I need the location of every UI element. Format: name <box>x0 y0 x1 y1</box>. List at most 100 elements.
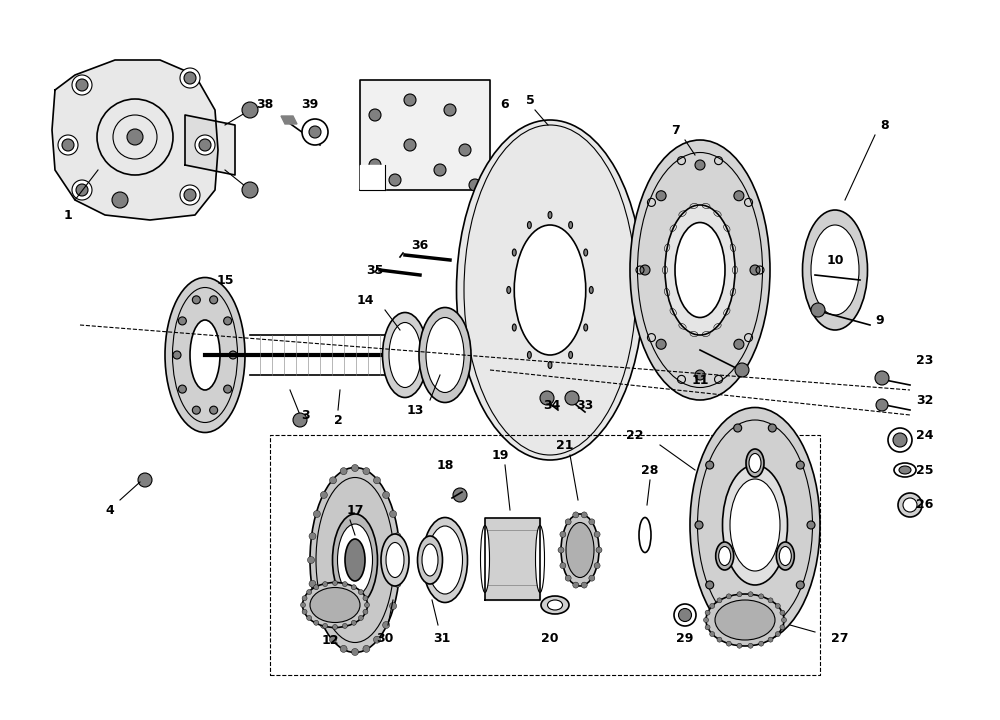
Ellipse shape <box>536 526 544 593</box>
Ellipse shape <box>548 600 562 610</box>
Ellipse shape <box>418 536 443 584</box>
Circle shape <box>333 624 338 629</box>
Ellipse shape <box>802 210 868 330</box>
Circle shape <box>309 126 321 138</box>
Circle shape <box>748 643 753 648</box>
Text: 36: 36 <box>411 238 429 251</box>
Text: 31: 31 <box>433 631 451 644</box>
Circle shape <box>705 610 710 615</box>
Ellipse shape <box>165 277 245 433</box>
Circle shape <box>565 391 579 405</box>
Ellipse shape <box>715 600 775 640</box>
Circle shape <box>352 649 359 655</box>
Ellipse shape <box>345 539 365 581</box>
Circle shape <box>780 625 785 630</box>
Circle shape <box>734 424 742 432</box>
Circle shape <box>748 592 753 597</box>
Circle shape <box>333 580 338 585</box>
Circle shape <box>565 575 571 581</box>
Circle shape <box>656 339 666 349</box>
Circle shape <box>404 94 416 106</box>
Circle shape <box>453 488 467 502</box>
Circle shape <box>390 603 397 610</box>
Text: 24: 24 <box>916 428 934 441</box>
Circle shape <box>307 590 312 595</box>
Circle shape <box>309 533 316 540</box>
Ellipse shape <box>678 608 692 621</box>
Ellipse shape <box>639 518 651 552</box>
Circle shape <box>330 477 337 484</box>
Circle shape <box>656 191 666 201</box>
Circle shape <box>363 609 368 614</box>
Circle shape <box>173 351 181 359</box>
Ellipse shape <box>561 514 599 586</box>
Ellipse shape <box>381 534 409 586</box>
Ellipse shape <box>706 594 784 646</box>
Circle shape <box>796 461 804 469</box>
Text: 30: 30 <box>376 631 394 644</box>
Text: 28: 28 <box>641 464 659 477</box>
Circle shape <box>192 406 200 414</box>
Circle shape <box>342 582 347 587</box>
Circle shape <box>404 139 416 151</box>
Text: 29: 29 <box>676 631 694 644</box>
Text: 2: 2 <box>334 413 342 426</box>
Text: 21: 21 <box>556 438 574 451</box>
Ellipse shape <box>389 323 421 387</box>
Bar <box>485 518 540 600</box>
Circle shape <box>750 265 760 275</box>
Circle shape <box>320 492 327 498</box>
Text: 22: 22 <box>626 428 644 441</box>
Circle shape <box>807 521 815 529</box>
Circle shape <box>594 562 600 569</box>
Circle shape <box>695 521 703 529</box>
Circle shape <box>759 594 764 599</box>
Circle shape <box>704 618 708 623</box>
Circle shape <box>893 433 907 447</box>
Ellipse shape <box>749 454 761 472</box>
Circle shape <box>594 531 600 537</box>
Circle shape <box>811 303 825 317</box>
Circle shape <box>394 533 401 540</box>
Circle shape <box>903 498 917 512</box>
Circle shape <box>199 139 211 151</box>
Circle shape <box>768 598 773 603</box>
Text: 13: 13 <box>406 403 424 416</box>
Circle shape <box>363 645 370 652</box>
Text: 12: 12 <box>321 634 339 647</box>
Ellipse shape <box>722 465 788 585</box>
Circle shape <box>320 621 327 629</box>
Text: 18: 18 <box>436 459 454 472</box>
Circle shape <box>58 135 78 155</box>
Circle shape <box>394 580 401 588</box>
Ellipse shape <box>674 604 696 626</box>
Ellipse shape <box>690 408 820 642</box>
Circle shape <box>224 317 232 325</box>
Ellipse shape <box>541 596 569 614</box>
Ellipse shape <box>894 463 916 477</box>
Circle shape <box>775 603 780 608</box>
Text: 7: 7 <box>671 124 679 137</box>
Circle shape <box>351 621 356 625</box>
Circle shape <box>383 492 390 498</box>
Circle shape <box>875 371 889 385</box>
Circle shape <box>72 75 92 95</box>
Circle shape <box>314 585 319 590</box>
Text: 8: 8 <box>881 119 889 132</box>
Circle shape <box>138 473 152 487</box>
Circle shape <box>180 68 200 88</box>
Circle shape <box>589 575 595 581</box>
Circle shape <box>734 191 744 201</box>
Circle shape <box>308 557 315 564</box>
Ellipse shape <box>527 351 531 359</box>
Circle shape <box>307 616 312 621</box>
Text: 5: 5 <box>526 94 534 107</box>
Text: 4: 4 <box>106 503 114 516</box>
Circle shape <box>351 585 356 590</box>
Polygon shape <box>281 116 297 124</box>
Ellipse shape <box>386 542 404 577</box>
Ellipse shape <box>383 312 428 397</box>
Circle shape <box>76 184 88 196</box>
Ellipse shape <box>512 324 516 331</box>
Ellipse shape <box>514 225 586 355</box>
